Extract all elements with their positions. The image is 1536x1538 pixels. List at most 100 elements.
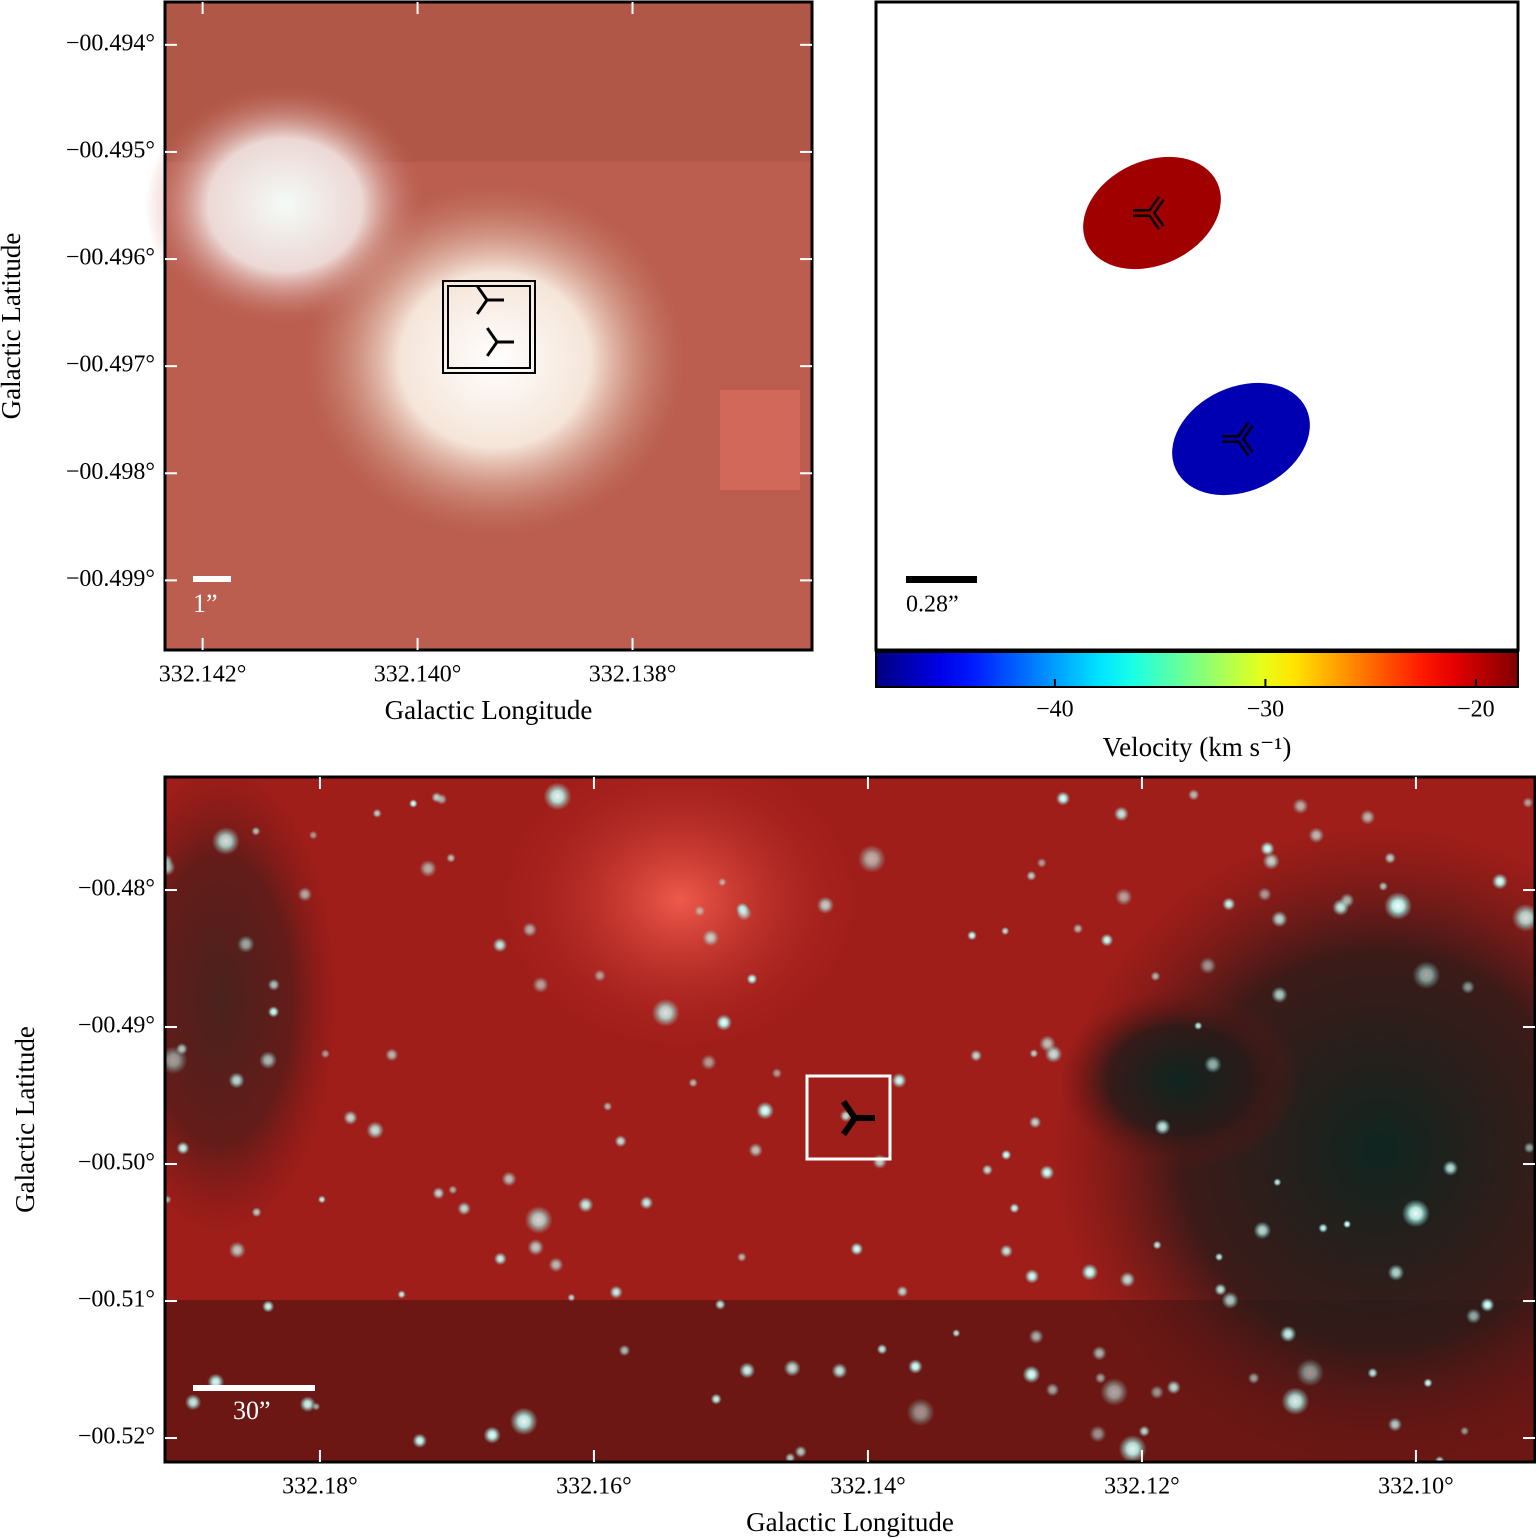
scale-label: 30” (233, 1396, 271, 1425)
star (175, 1043, 188, 1055)
star (1423, 1378, 1433, 1388)
star (1204, 1055, 1222, 1074)
star (1199, 957, 1217, 975)
x-axis-label: Galactic Longitude (385, 695, 593, 725)
star (501, 1171, 517, 1187)
star (714, 1299, 726, 1310)
star (259, 1051, 278, 1070)
image-glow (500, 777, 860, 1050)
y-tick-label: −00.494° (66, 30, 155, 56)
source-marker (1149, 197, 1163, 214)
star (783, 1359, 801, 1377)
star (694, 905, 706, 917)
star (651, 998, 680, 1027)
star (872, 1154, 888, 1169)
star (176, 1141, 190, 1155)
star (1247, 1372, 1260, 1385)
scale-bar (906, 576, 977, 583)
star (1222, 897, 1236, 911)
star (308, 830, 318, 840)
star (1384, 891, 1413, 920)
star (297, 886, 313, 902)
star (1089, 1425, 1107, 1443)
y-tick-label: −00.499° (66, 566, 155, 592)
star (1045, 1382, 1060, 1397)
image-panel (165, 777, 1535, 1462)
star (952, 1329, 961, 1338)
star (614, 1135, 627, 1148)
star (1009, 1203, 1020, 1214)
image-panel (145, 0, 814, 652)
star (1214, 1283, 1227, 1296)
star (1118, 1434, 1147, 1462)
y-tick-label: −00.498° (66, 459, 155, 485)
star (320, 1049, 331, 1059)
stars (165, 782, 1535, 1462)
star (1024, 1269, 1040, 1284)
source-marker (1238, 438, 1252, 455)
star (1271, 910, 1288, 928)
scale-label: 0.28” (906, 592, 959, 618)
velocity-panel (874, 0, 1520, 652)
image-patch (720, 390, 800, 490)
star (483, 1426, 501, 1444)
star (1387, 1417, 1403, 1432)
star (1401, 1199, 1430, 1228)
image-dark (165, 777, 340, 1240)
star (1154, 1118, 1171, 1135)
star (522, 922, 538, 937)
star (567, 1293, 576, 1302)
axes-frame (874, 0, 1520, 652)
star (1029, 1049, 1039, 1058)
scale-bar (193, 1385, 315, 1391)
star (1461, 980, 1475, 994)
star (1187, 789, 1200, 801)
star (372, 808, 382, 819)
x-tick-label: 332.140° (374, 662, 462, 688)
star (1081, 1263, 1099, 1281)
star (1092, 1345, 1107, 1361)
y-tick-label: −00.49° (78, 1013, 155, 1039)
star (1460, 1426, 1470, 1436)
star (1480, 1297, 1495, 1312)
star (850, 1242, 864, 1256)
star (165, 854, 173, 868)
star (1387, 1264, 1405, 1281)
star (746, 973, 758, 985)
x-tick-label: 332.18° (282, 1474, 358, 1500)
star (1412, 961, 1441, 990)
star (577, 1197, 594, 1213)
y-tick-label: −00.497° (66, 352, 155, 378)
star (688, 1078, 698, 1088)
source-box (805, 1074, 892, 1161)
star (736, 1252, 747, 1262)
star (1022, 1365, 1041, 1384)
star (509, 1407, 538, 1436)
star (710, 1393, 722, 1405)
axes-frame (163, 0, 814, 652)
star (493, 1252, 507, 1266)
star (906, 1398, 935, 1427)
star (524, 1205, 553, 1234)
star (908, 1359, 923, 1374)
star (397, 1290, 406, 1299)
star (876, 1343, 888, 1355)
star (967, 930, 977, 941)
star (1000, 926, 1010, 936)
star (457, 1201, 471, 1216)
colorbar-tick-label: −30 (1247, 697, 1285, 723)
star (299, 1396, 316, 1413)
source-marker (841, 1116, 858, 1137)
star (262, 1300, 275, 1313)
y-tick-label: −00.495° (66, 137, 155, 163)
star (435, 793, 448, 805)
star (1465, 1308, 1482, 1324)
star (1318, 1223, 1328, 1233)
colorbar (875, 651, 1519, 688)
star (736, 905, 752, 921)
star (700, 1054, 717, 1071)
star (1442, 1160, 1459, 1176)
x-tick-label: 332.16° (556, 1474, 632, 1500)
star (1044, 1045, 1063, 1063)
star (1281, 1387, 1310, 1416)
